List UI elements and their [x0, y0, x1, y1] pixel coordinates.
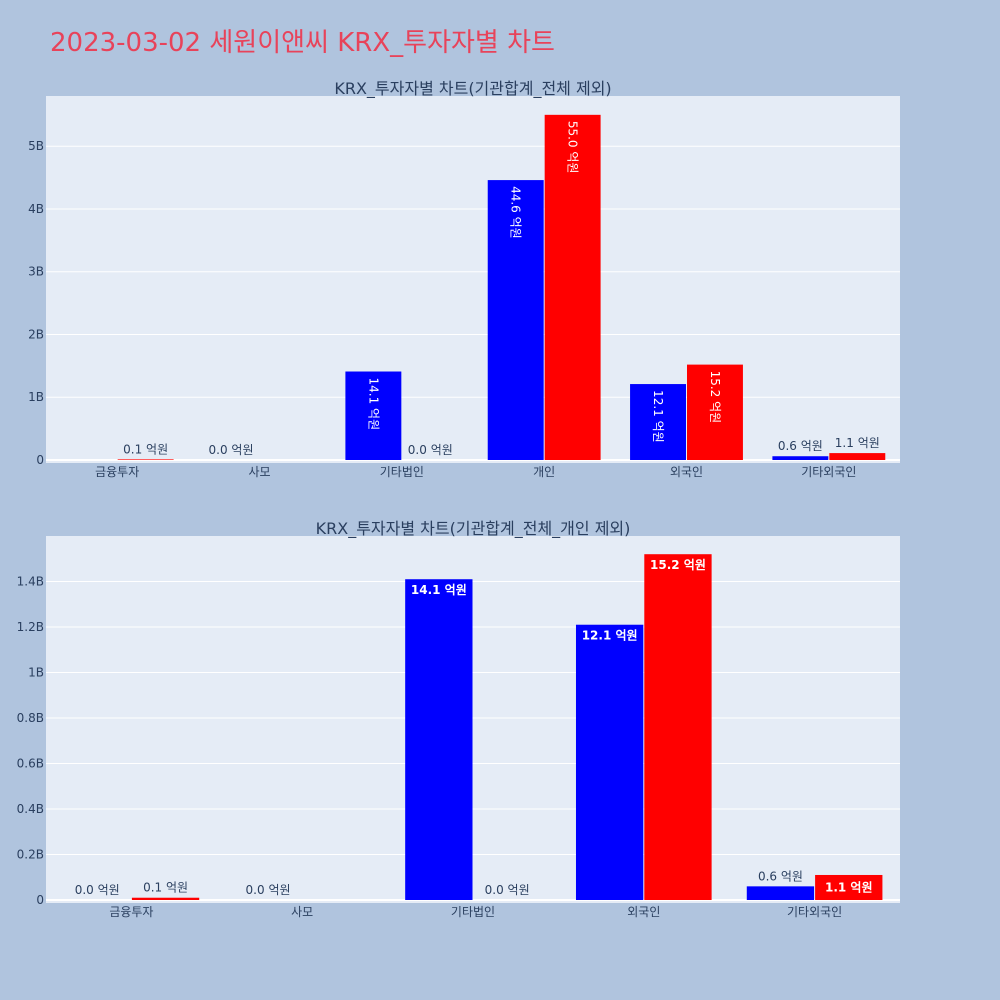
y-tick-label: 3B [28, 265, 44, 279]
y-tick-label: 0 [36, 893, 44, 907]
page-title: 2023-03-02 세원이앤씨 KRX_투자자별 차트 [50, 28, 555, 58]
bar-series1 [575, 624, 644, 900]
data-label: 55.0 억원 [566, 121, 580, 174]
bar-series1 [345, 371, 402, 460]
bar-series1 [487, 180, 544, 460]
data-label: 0.6 억원 [758, 869, 803, 883]
data-label: 0.1 억원 [143, 881, 188, 895]
y-tick-label: 0.2B [17, 848, 44, 862]
y-tick-label: 1.4B [17, 575, 44, 589]
x-tick-label: 개인 [533, 465, 555, 479]
data-label: 0.0 억원 [209, 443, 254, 457]
x-tick-label: 금융투자 [95, 465, 139, 479]
y-tick-label: 1B [28, 666, 44, 680]
data-label: 1.1 억원 [825, 880, 873, 894]
data-label: 0.1 억원 [123, 442, 168, 456]
bar-series2 [131, 897, 200, 900]
y-tick-label: 0 [36, 453, 44, 467]
x-tick-label: 기타외국인 [787, 905, 842, 919]
y-tick-label: 0.6B [17, 757, 44, 771]
data-label: 15.2 억원 [650, 558, 706, 572]
bar-series2 [644, 554, 712, 900]
chart-subtitle: KRX_투자자별 차트(기관합계_전체_개인 제외) [316, 519, 631, 539]
data-label: 14.1 억원 [411, 583, 467, 597]
chart-subtitle: KRX_투자자별 차트(기관합계_전체 제외) [334, 79, 611, 99]
y-tick-label: 2B [28, 327, 44, 341]
bar-series2 [117, 459, 174, 460]
plot-area [46, 96, 900, 463]
bar-series2 [544, 114, 601, 461]
y-tick-label: 4B [28, 202, 44, 216]
data-label: 0.0 억원 [246, 883, 291, 897]
x-tick-label: 기타법인 [380, 465, 424, 479]
x-tick-label: 사모 [291, 905, 313, 919]
data-label: 0.0 억원 [408, 443, 453, 457]
x-tick-label: 외국인 [670, 465, 703, 479]
data-label: 0.0 억원 [485, 883, 530, 897]
data-label: 12.1 억원 [651, 390, 665, 443]
bar-series2 [829, 453, 886, 460]
bar-series2 [687, 364, 743, 460]
data-label: 15.2 억원 [708, 371, 722, 424]
bar-series1 [772, 456, 829, 460]
bar-series1 [630, 384, 686, 460]
data-label: 44.6 억원 [509, 186, 523, 239]
y-tick-label: 0.4B [17, 802, 44, 816]
plot-area [46, 536, 900, 903]
data-label: 12.1 억원 [582, 629, 638, 643]
x-tick-label: 금융투자 [109, 905, 153, 919]
data-label: 0.0 억원 [75, 883, 120, 897]
y-tick-label: 0.8B [17, 711, 44, 725]
data-label: 0.6 억원 [778, 439, 823, 453]
y-tick-label: 1.2B [17, 620, 44, 634]
bar-series2 [815, 874, 883, 900]
x-tick-label: 사모 [248, 465, 270, 479]
data-label: 14.1 억원 [366, 378, 380, 431]
y-tick-label: 1B [28, 390, 44, 404]
bar-series1 [405, 579, 473, 900]
x-tick-label: 기타법인 [451, 905, 495, 919]
x-tick-label: 외국인 [627, 905, 660, 919]
data-label: 1.1 억원 [835, 436, 880, 450]
x-tick-label: 기타외국인 [801, 465, 856, 479]
y-tick-label: 5B [28, 139, 44, 153]
bar-series1 [746, 886, 815, 900]
